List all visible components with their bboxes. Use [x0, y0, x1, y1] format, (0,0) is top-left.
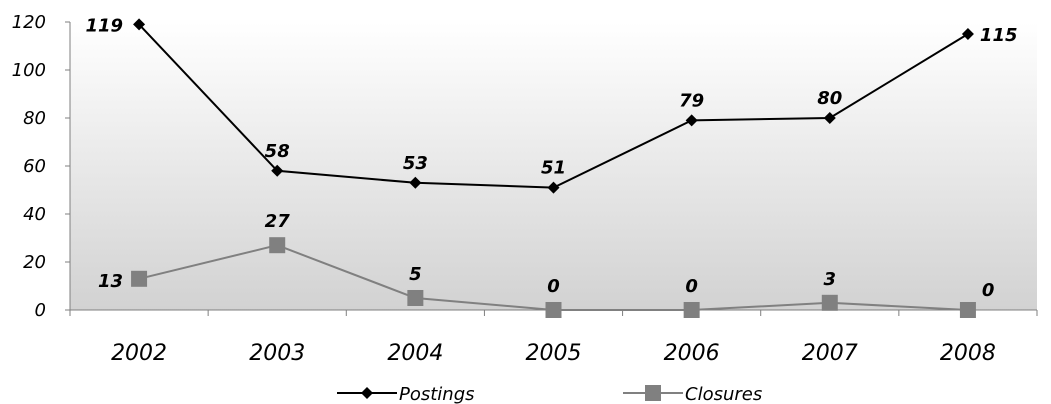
y-tick-label: 120: [12, 12, 46, 33]
legend-label: Postings: [399, 384, 475, 404]
series-postings: 119 58 53 51 79 80 115: [85, 15, 1018, 194]
data-label: 80: [817, 88, 842, 109]
data-label: 5: [409, 264, 422, 285]
x-tick-label: 2002: [111, 341, 167, 366]
data-label: 79: [679, 90, 704, 111]
y-tick-label: 80: [23, 108, 46, 129]
series-layer: 119 58 53 51 79 80 115 13 27 5 0 0 3 0: [85, 15, 1018, 318]
data-point: [821, 294, 838, 311]
data-label: 13: [98, 271, 123, 292]
data-point: [269, 237, 286, 254]
x-tick-label: 2003: [249, 341, 305, 366]
data-point: [133, 18, 146, 31]
data-point: [683, 302, 700, 318]
x-tick-label: 2005: [526, 341, 582, 366]
legend: Postings Closures: [337, 384, 762, 404]
legend-marker: [645, 385, 661, 401]
data-point: [131, 270, 148, 287]
data-point: [961, 28, 974, 40]
series-closures: 13 27 5 0 0 3 0: [98, 211, 994, 318]
data-label: 27: [265, 211, 291, 232]
data-point: [547, 181, 560, 194]
x-tick-label: 2008: [940, 341, 996, 366]
data-label: 119: [85, 15, 123, 36]
data-point: [409, 176, 422, 189]
data-point: [823, 112, 836, 124]
data-label: 3: [824, 269, 837, 290]
y-tick-label: 100: [12, 60, 46, 81]
legend-item-postings: Postings: [337, 384, 475, 404]
data-label: 53: [403, 153, 428, 174]
y-tick-label: 40: [23, 204, 46, 225]
y-tick-label: 0: [35, 300, 46, 321]
data-point: [685, 114, 698, 127]
data-label: 0: [685, 276, 698, 297]
x-tick-label: 2006: [664, 341, 720, 366]
data-point: [271, 164, 284, 177]
x-tick-label: 2007: [802, 341, 858, 366]
data-point: [407, 290, 424, 306]
plot-area: [70, 22, 1037, 310]
data-label: 115: [980, 25, 1018, 46]
data-point: [959, 302, 976, 318]
y-tick-label: 20: [23, 252, 46, 273]
data-label: 51: [541, 158, 566, 179]
legend-marker: [361, 387, 373, 399]
data-label: 0: [547, 276, 560, 297]
y-tick-label: 60: [23, 156, 46, 177]
x-tick-label: 2004: [387, 341, 443, 366]
legend-item-closures: Closures: [623, 384, 762, 404]
data-label: 58: [265, 141, 290, 162]
data-point: [545, 302, 562, 318]
legend-label: Closures: [685, 384, 762, 404]
data-label: 0: [982, 280, 995, 301]
